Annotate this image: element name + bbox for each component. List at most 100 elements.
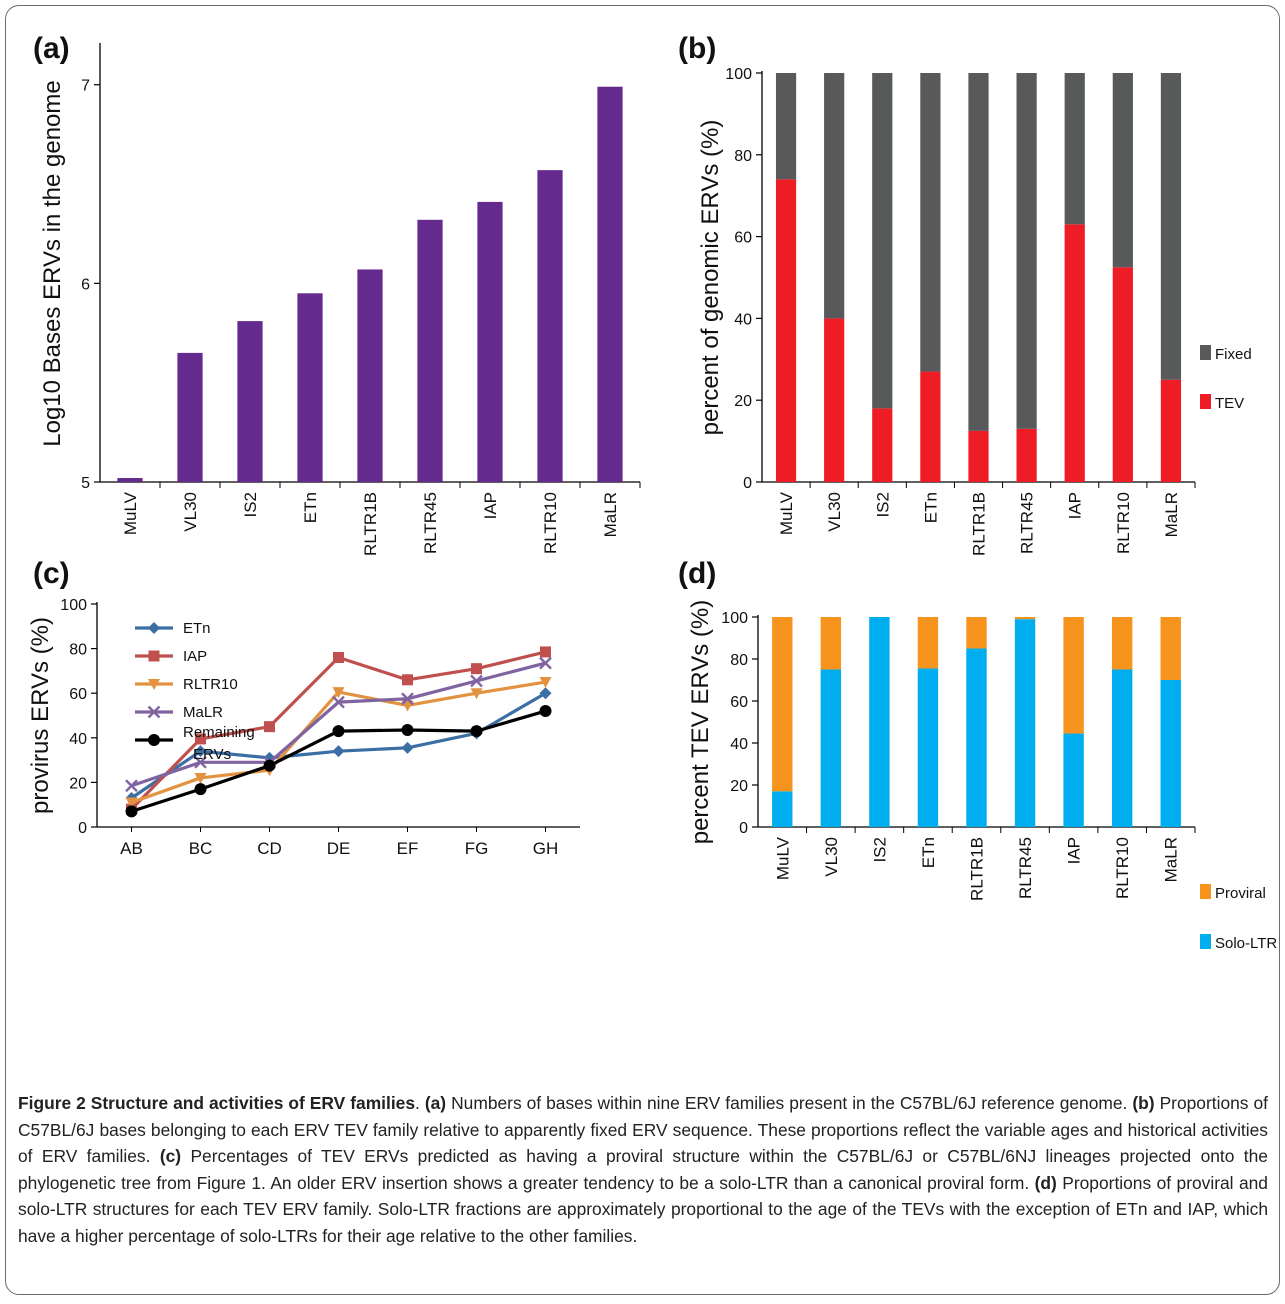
y-axis-title: Log10 Bases ERVs in the genome [39,80,66,446]
y-tick-label: 20 [69,775,87,792]
marker-square [195,733,206,745]
x-tick-label: MuLV [777,491,796,535]
marker-x [125,779,138,793]
x-tick-label: IS2 [873,492,892,518]
caption-title: Figure 2 Structure and activities of ERV… [18,1093,416,1113]
y-tick-label: 100 [721,610,748,627]
bar-segment-tev [775,179,797,482]
y-tick-label: 40 [730,736,748,753]
bar-segment-fixed [872,73,893,409]
bar [297,293,323,482]
x-tick-label: IAP [481,492,500,519]
marker-square [264,721,275,733]
bar-segment-solo-ltr [1014,619,1036,827]
y-tick-label: 80 [730,652,748,669]
x-tick-label: ETn [921,492,940,523]
bar-segment-solo-ltr [772,791,793,827]
x-tick-label: VL30 [181,492,200,532]
y-tick-label: 100 [725,66,752,83]
x-tick-label: CD [257,839,282,858]
caption-part-b-label: (b) [1132,1093,1155,1113]
bar-segment-solo-ltr [1160,680,1181,827]
legend-label: Proviral [1215,885,1266,902]
marker-x [147,705,161,719]
x-tick-label: RLTR10 [541,492,560,554]
bar [597,86,623,483]
bar-segment-solo-ltr [820,669,842,827]
legend-swatch [1200,345,1211,360]
x-tick-label: VL30 [822,837,841,877]
y-tick-label: 60 [734,230,752,247]
bar-segment-proviral [966,617,987,649]
y-tick-label: 0 [739,820,748,837]
legend-label: Solo-LTR [1215,935,1277,952]
bar-segment-fixed [775,73,797,180]
y-tick-label: 20 [730,778,748,795]
marker-circle [263,759,276,772]
y-tick-label: 0 [743,475,752,492]
bar-segment-proviral [1063,617,1084,734]
marker-circle [194,783,207,796]
x-tick-label: RLTR45 [421,492,440,554]
marker-triangle [539,677,552,689]
bar-segment-fixed [1160,73,1182,380]
bar-segment-fixed [1016,73,1037,429]
bar-segment-fixed [1112,73,1133,268]
marker-x [332,695,345,709]
marker-diamond [401,741,414,754]
x-tick-label: IS2 [870,837,889,863]
legend-label: MaLR [183,704,223,721]
marker-circle [148,734,160,746]
x-tick-label: DE [327,839,351,858]
x-tick-label: RLTR45 [1016,837,1035,899]
panel-label: (a) [33,32,70,65]
bar-segment-solo-ltr [966,648,987,827]
marker-circle [401,723,414,736]
x-tick-label: RLTR1B [970,492,989,556]
y-tick-label: 100 [60,597,87,614]
x-tick-label: RLTR10 [1114,492,1133,554]
x-tick-label: RLTR1B [968,837,987,901]
marker-triangle [148,679,160,690]
bar-segment-solo-ltr [1063,733,1084,827]
x-tick-label: RLTR1B [361,492,380,556]
bar-segment-fixed [1064,73,1085,225]
y-tick-label: 80 [69,642,87,659]
x-tick-label: BC [189,839,213,858]
y-axis-title: percent TEV ERVs (%) [687,600,714,845]
caption-part-d-label: (d) [1034,1172,1057,1193]
caption-part-c-text: Percentages of TEV ERVs predicted as hav… [18,1146,1268,1193]
marker-x [539,656,552,670]
bar [117,478,143,482]
y-tick-label: 40 [734,311,752,328]
bar-segment-proviral [917,617,939,669]
marker-square [333,652,344,664]
x-tick-label: MaLR [601,492,620,537]
bar-segment-proviral [820,617,842,670]
caption-part-c-label: (c) [159,1146,182,1166]
y-tick-label: 0 [78,820,87,837]
legend-swatch [1200,884,1211,899]
marker-triangle [194,772,207,784]
x-tick-label: RLTR45 [1018,492,1037,554]
bar-segment-fixed [968,73,989,431]
marker-square [540,646,551,658]
legend-swatch [1200,394,1211,409]
bar-segment-tev [1064,224,1085,482]
marker-triangle [470,688,483,700]
caption-part-a-text: Numbers of bases within nine ERV familie… [446,1093,1133,1113]
bar-segment-tev [1016,428,1037,482]
legend-label: RLTR10 [183,676,238,693]
bar-segment-tev [824,318,845,482]
bar [177,352,203,482]
x-tick-label: EF [397,839,419,858]
x-tick-label: FG [465,839,489,858]
marker-x [401,692,414,706]
caption-separator: . [415,1093,425,1113]
x-tick-label: GH [533,839,559,858]
figure-frame [5,5,1280,1295]
bar-segment-tev [920,371,941,482]
x-tick-label: IAP [1066,492,1085,519]
marker-x [470,674,483,688]
legend-label-line2: ERVs [193,746,231,763]
